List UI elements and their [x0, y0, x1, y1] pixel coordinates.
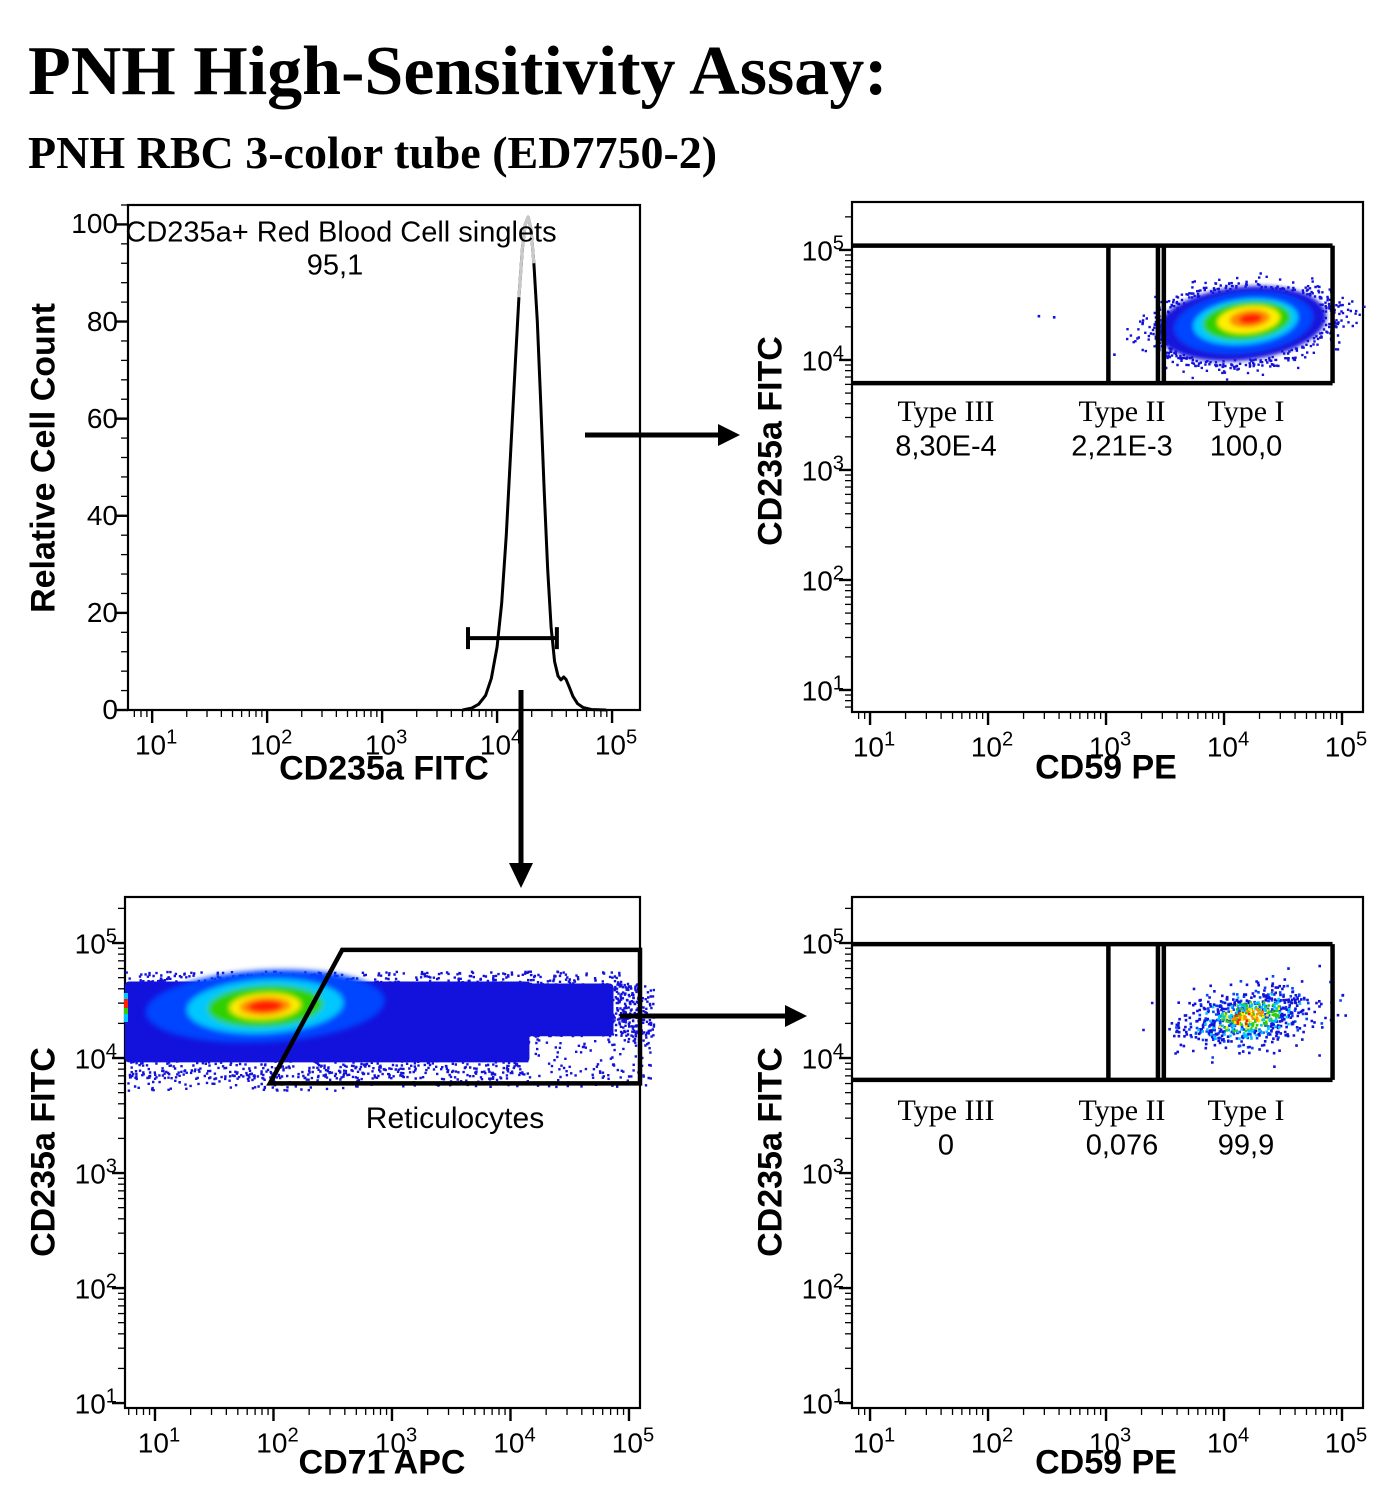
density-band-speckles — [125, 970, 656, 1092]
y-axis-label-cd235a-fitc-top: CD235a FITC — [751, 336, 790, 546]
scatter-population-retic-6 — [1231, 1008, 1264, 1022]
density-band-core — [145, 969, 385, 1043]
x-axis-label-cd59-pe-top: CD59 PE — [1035, 748, 1177, 787]
x-axis-label-cd235a-fitc: CD235a FITC — [279, 749, 489, 788]
scatter-population-retic-0 — [1175, 975, 1342, 1059]
gate-label-type3-retic: Type III — [897, 1094, 995, 1127]
outlier-dots-rbc — [1037, 314, 1116, 356]
gate-value-type1-retic: 99,9 — [1217, 1129, 1275, 1162]
ticks-reticulocytes-cd71-dotplot — [112, 907, 631, 1421]
gate-value-type2-rbc: 2,21E-3 — [1071, 430, 1173, 463]
gate-label-type3-rbc: Type III — [897, 395, 995, 428]
band-axis-sliver-2 — [124, 1008, 128, 1014]
gate-label-type2-retic: Type II — [1078, 1094, 1166, 1127]
band-core-layer-5 — [247, 999, 283, 1013]
plot-border-rbc-cd59-dotplot — [850, 200, 1365, 714]
flow-arrow-histogram-to-cd59 — [585, 424, 740, 446]
page-title: PNH High-Sensitivity Assay: — [28, 33, 888, 110]
page-subtitle: PNH RBC 3-color tube (ED7750-2) — [28, 127, 718, 178]
density-blob-rbc — [1157, 285, 1327, 362]
type-gate-boxes-rbc-cd59-dotplot — [852, 243, 1335, 386]
gate-value-type3-retic: 0 — [937, 1129, 955, 1162]
gate-label-reticulocytes: Reticulocytes — [365, 1102, 545, 1135]
ticks-reticulocytes-cd59-dotplot — [839, 907, 1344, 1421]
band-axis-sliver-3 — [124, 1014, 128, 1022]
reticulocytes-gate — [266, 947, 643, 1086]
type-gate-boxes-reticulocytes-cd59-dotplot — [852, 941, 1335, 1083]
y-axis-label-cd235a-fitc-bottomright: CD235a FITC — [751, 1047, 790, 1257]
gate-value-type1-rbc: 100,0 — [1209, 430, 1283, 463]
plot-border-reticulocytes-cd59-dotplot — [850, 895, 1365, 1410]
x-axis-label-cd59-pe-bottom: CD59 PE — [1035, 1443, 1177, 1482]
scatter-population-retic-5 — [1197, 993, 1302, 1040]
gate-label-type2-rbc: Type II — [1078, 395, 1166, 428]
histogram-range-gate — [465, 627, 559, 650]
histogram-gate-value: 95,1 — [306, 249, 364, 282]
plot-border-reticulocytes-cd71-dotplot — [123, 895, 642, 1410]
flow-arrow-reticulocytes-to-cd59 — [620, 1005, 807, 1027]
x-axis-label-cd71-apc: CD71 APC — [298, 1443, 466, 1482]
histogram-curve-tip — [517, 215, 536, 298]
gate-value-type3-rbc: 8,30E-4 — [895, 430, 997, 463]
gate-label-type1-retic: Type I — [1207, 1094, 1285, 1127]
plot-border-rbc-singlets-histogram — [126, 203, 642, 712]
ticks-rbc-cd59-dotplot — [839, 216, 1344, 725]
scatter-population-retic-4 — [1231, 1010, 1264, 1026]
y-axis-label-relative-cell-count: Relative Cell Count — [24, 303, 63, 613]
blob-layer-6 — [1238, 313, 1263, 324]
scatter-population-retic-2 — [1221, 1001, 1281, 1033]
flow-arrow-histogram-to-cd71 — [509, 690, 533, 888]
histogram-gate-annotation: CD235a+ Red Blood Cell singlets — [125, 216, 557, 249]
y-axis-label-cd235a-fitc-bottomleft: CD235a FITC — [24, 1047, 63, 1257]
histogram-curve — [462, 215, 607, 712]
ticks-rbc-singlets-histogram — [115, 204, 614, 723]
gate-label-type1-rbc: Type I — [1207, 395, 1285, 428]
band-axis-sliver-0 — [124, 993, 128, 999]
gate-value-type2-retic: 0,076 — [1085, 1129, 1159, 1162]
band-axis-sliver-1 — [124, 999, 128, 1008]
